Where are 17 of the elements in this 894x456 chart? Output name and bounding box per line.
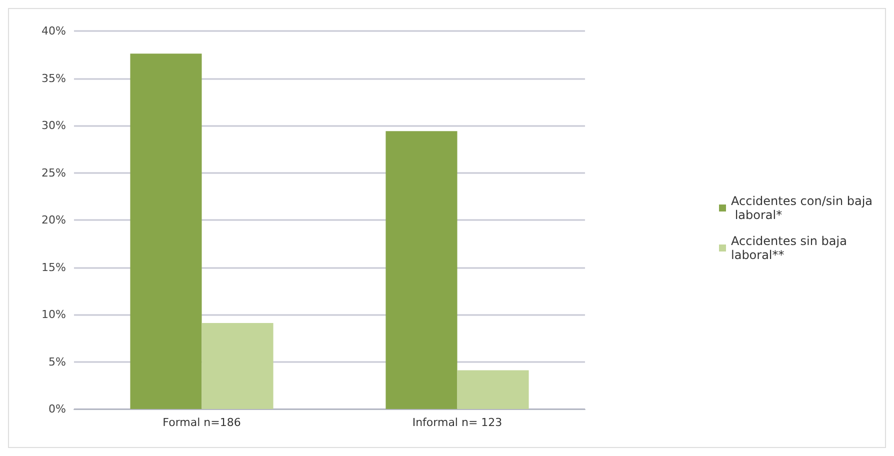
y-tick-label: 15% [42,260,66,274]
y-tick-label: 10% [42,308,66,321]
bar [457,370,529,409]
bar [130,54,202,409]
x-tick-label: Informal n= 123 [412,416,502,429]
y-tick-label: 20% [42,214,66,226]
y-tick-label: 0% [48,402,66,416]
bar [202,323,274,409]
y-tick-label: 40% [42,24,66,38]
y-tick-label: 35% [42,72,66,85]
legend-label: Accidentes sin baja laboral** [731,234,851,262]
y-tick-label: 30% [42,119,66,132]
y-tick-label: 25% [42,166,66,180]
bar [386,131,458,409]
y-tick-label: 5% [48,355,66,368]
legend-label: Accidentes con/sin baja laboral* [731,194,873,222]
x-tick-label: Formal n=186 [162,416,241,429]
